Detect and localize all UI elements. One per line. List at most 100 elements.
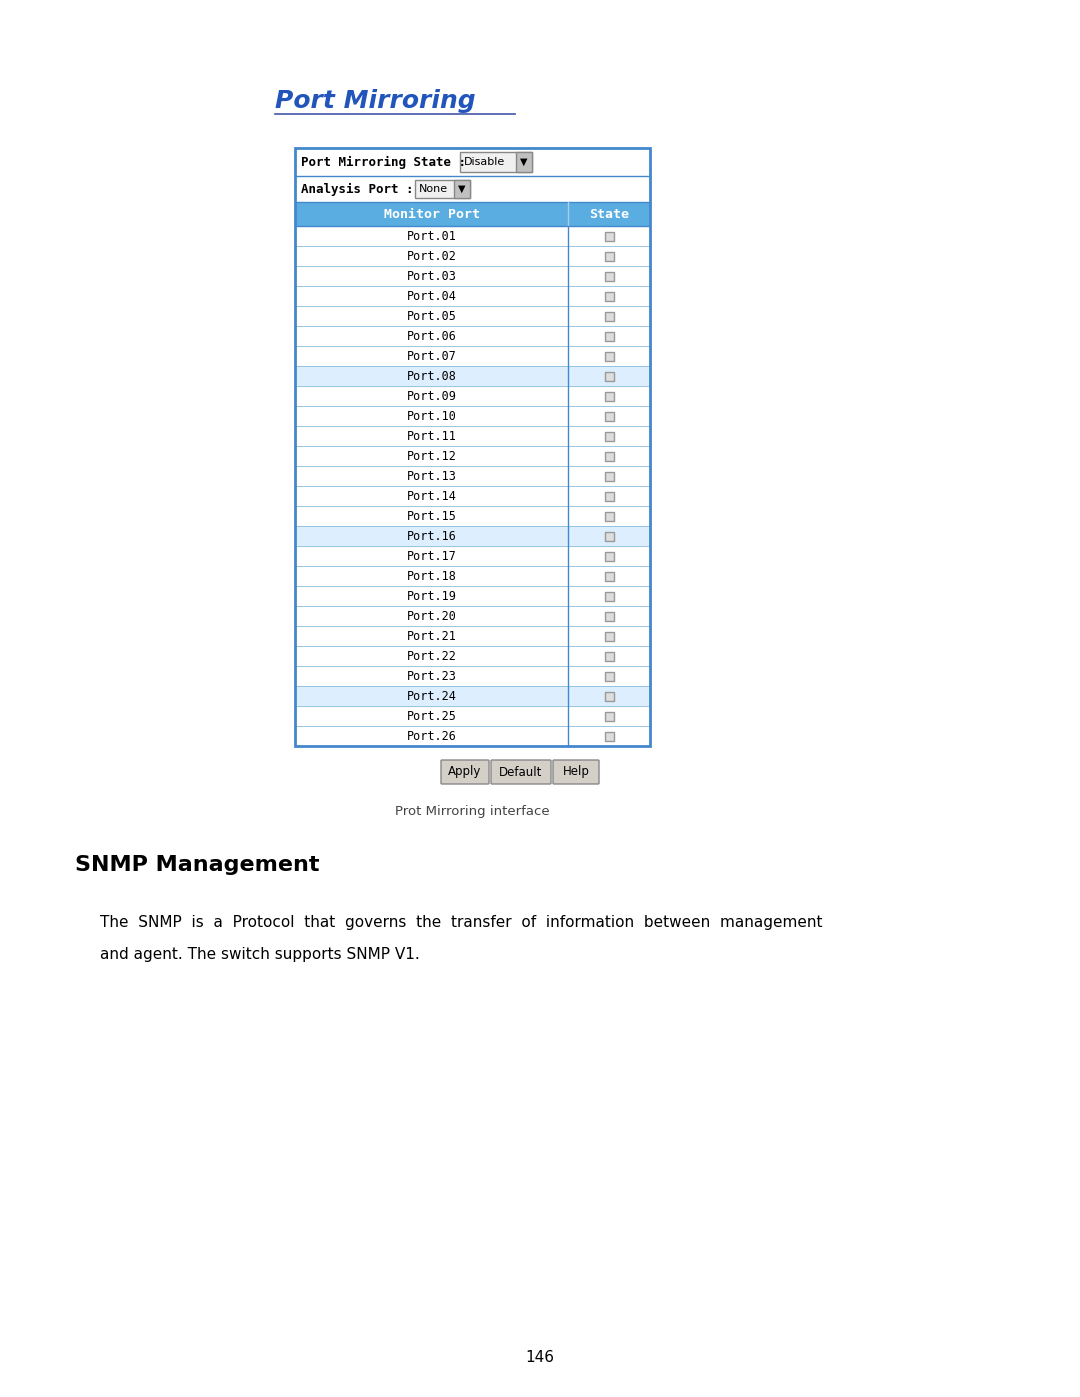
Bar bbox=[605, 692, 613, 700]
Bar bbox=[454, 180, 470, 198]
Bar bbox=[605, 271, 613, 281]
Bar bbox=[605, 472, 613, 481]
Bar bbox=[295, 486, 650, 506]
Bar bbox=[605, 631, 613, 640]
Text: Port.13: Port.13 bbox=[407, 469, 457, 482]
Bar bbox=[605, 591, 613, 601]
Bar bbox=[605, 451, 613, 461]
Bar bbox=[605, 651, 613, 661]
Bar bbox=[605, 292, 613, 300]
FancyBboxPatch shape bbox=[441, 760, 489, 784]
Text: Port.20: Port.20 bbox=[407, 609, 457, 623]
Bar bbox=[605, 412, 613, 420]
Bar bbox=[295, 176, 650, 203]
Text: Port.07: Port.07 bbox=[407, 349, 457, 362]
Text: Analysis Port :: Analysis Port : bbox=[301, 183, 414, 196]
Text: Port.26: Port.26 bbox=[407, 729, 457, 742]
Text: Monitor Port: Monitor Port bbox=[383, 208, 480, 221]
Text: Port.18: Port.18 bbox=[407, 570, 457, 583]
Text: Port.15: Port.15 bbox=[407, 510, 457, 522]
Bar bbox=[295, 148, 650, 176]
Bar bbox=[605, 552, 613, 560]
Bar bbox=[295, 585, 650, 606]
Bar bbox=[605, 732, 613, 740]
Bar bbox=[295, 726, 650, 746]
Bar bbox=[605, 312, 613, 320]
Text: Port.19: Port.19 bbox=[407, 590, 457, 602]
Bar bbox=[295, 645, 650, 666]
Bar bbox=[295, 386, 650, 407]
Text: and agent. The switch supports SNMP V1.: and agent. The switch supports SNMP V1. bbox=[100, 947, 420, 963]
Text: Port.12: Port.12 bbox=[407, 450, 457, 462]
Bar bbox=[295, 326, 650, 346]
Text: Disable: Disable bbox=[464, 156, 505, 168]
Text: Port.14: Port.14 bbox=[407, 489, 457, 503]
Text: Port.09: Port.09 bbox=[407, 390, 457, 402]
Text: The  SNMP  is  a  Protocol  that  governs  the  transfer  of  information  betwe: The SNMP is a Protocol that governs the … bbox=[100, 915, 823, 930]
Text: Apply: Apply bbox=[448, 766, 482, 778]
Bar bbox=[295, 506, 650, 527]
Bar bbox=[605, 531, 613, 541]
Bar bbox=[295, 626, 650, 645]
Bar bbox=[605, 571, 613, 581]
Bar bbox=[295, 306, 650, 326]
Bar bbox=[295, 527, 650, 546]
Text: Prot Mirroring interface: Prot Mirroring interface bbox=[395, 805, 550, 819]
Text: Port.01: Port.01 bbox=[407, 229, 457, 243]
Bar bbox=[295, 366, 650, 386]
Text: Help: Help bbox=[563, 766, 590, 778]
Bar bbox=[295, 566, 650, 585]
Bar bbox=[295, 203, 650, 226]
Bar bbox=[605, 331, 613, 341]
Bar bbox=[605, 372, 613, 380]
Bar bbox=[295, 666, 650, 686]
Bar bbox=[295, 705, 650, 726]
Text: Port.11: Port.11 bbox=[407, 429, 457, 443]
Text: State: State bbox=[590, 208, 630, 221]
Bar bbox=[295, 446, 650, 467]
Bar bbox=[295, 546, 650, 566]
Bar bbox=[295, 246, 650, 265]
Text: ▼: ▼ bbox=[458, 184, 465, 194]
Bar bbox=[415, 180, 470, 198]
Bar bbox=[605, 232, 613, 240]
Bar bbox=[295, 346, 650, 366]
FancyBboxPatch shape bbox=[491, 760, 551, 784]
Text: Port.05: Port.05 bbox=[407, 310, 457, 323]
Text: Port.04: Port.04 bbox=[407, 289, 457, 303]
Text: 146: 146 bbox=[526, 1350, 554, 1365]
Text: Port.21: Port.21 bbox=[407, 630, 457, 643]
Text: Port.06: Port.06 bbox=[407, 330, 457, 342]
Bar bbox=[295, 426, 650, 446]
Bar bbox=[605, 251, 613, 260]
Bar bbox=[605, 391, 613, 401]
Bar bbox=[605, 612, 613, 620]
Text: Port.25: Port.25 bbox=[407, 710, 457, 722]
Bar bbox=[605, 511, 613, 521]
Text: Port Mirroring: Port Mirroring bbox=[275, 89, 475, 113]
Text: Port.16: Port.16 bbox=[407, 529, 457, 542]
Bar bbox=[605, 711, 613, 721]
Text: Default: Default bbox=[499, 766, 542, 778]
Text: Port.08: Port.08 bbox=[407, 369, 457, 383]
Text: Port.02: Port.02 bbox=[407, 250, 457, 263]
Bar bbox=[295, 467, 650, 486]
Bar bbox=[295, 286, 650, 306]
Bar bbox=[460, 152, 532, 172]
Bar bbox=[605, 672, 613, 680]
Text: Port.03: Port.03 bbox=[407, 270, 457, 282]
Bar bbox=[605, 352, 613, 360]
Text: None: None bbox=[419, 184, 448, 194]
Bar bbox=[516, 152, 532, 172]
Bar bbox=[295, 148, 650, 746]
Text: ▼: ▼ bbox=[521, 156, 528, 168]
Bar bbox=[295, 226, 650, 246]
Bar bbox=[605, 492, 613, 500]
FancyBboxPatch shape bbox=[553, 760, 599, 784]
Bar bbox=[295, 606, 650, 626]
Text: Port Mirroring State :: Port Mirroring State : bbox=[301, 155, 465, 169]
Text: Port.23: Port.23 bbox=[407, 669, 457, 683]
Text: Port.24: Port.24 bbox=[407, 690, 457, 703]
Text: SNMP Management: SNMP Management bbox=[75, 855, 320, 875]
Bar bbox=[295, 686, 650, 705]
